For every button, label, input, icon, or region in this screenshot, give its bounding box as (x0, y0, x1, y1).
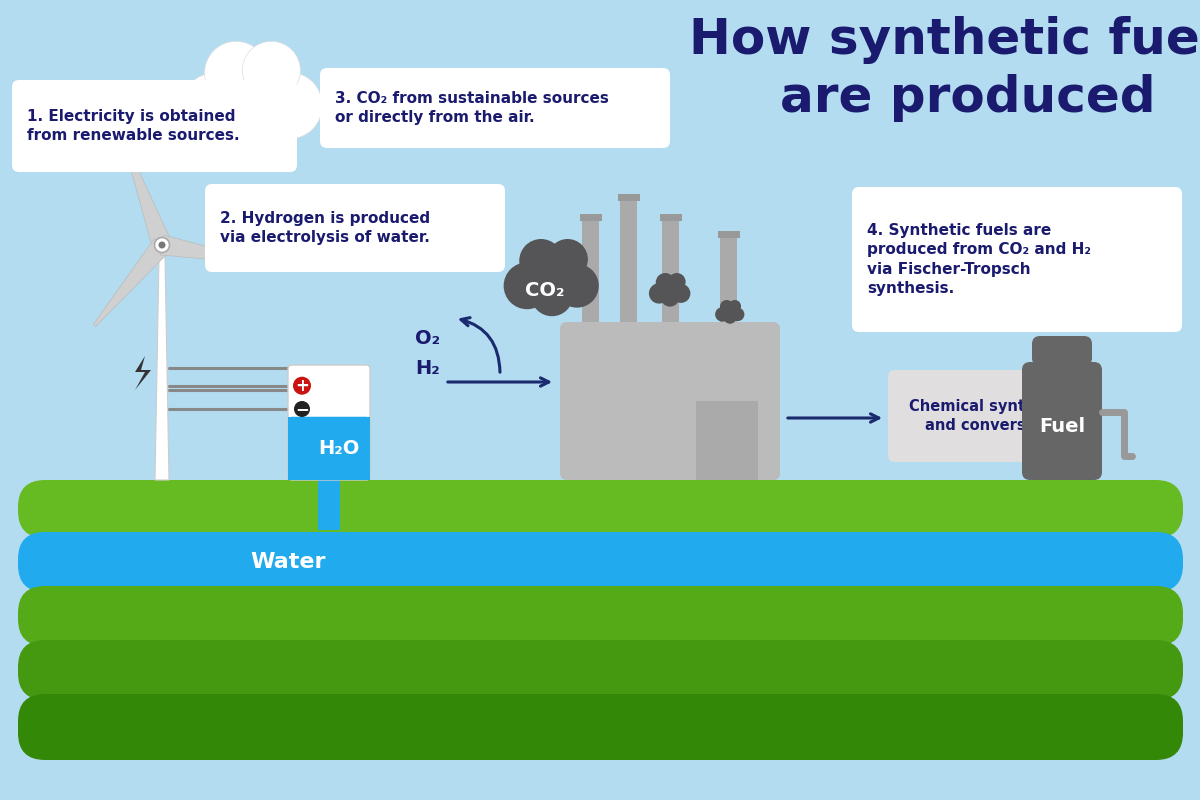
Text: H₂: H₂ (415, 358, 440, 378)
Circle shape (520, 239, 563, 282)
Polygon shape (94, 238, 169, 326)
Text: Water: Water (250, 552, 325, 572)
Bar (696, 401, 758, 480)
FancyBboxPatch shape (320, 68, 670, 148)
FancyBboxPatch shape (18, 532, 1183, 592)
Bar (660, 214, 682, 221)
FancyBboxPatch shape (18, 480, 1183, 538)
FancyBboxPatch shape (205, 184, 505, 272)
Polygon shape (134, 356, 151, 390)
Circle shape (661, 288, 679, 306)
Circle shape (294, 401, 310, 417)
Circle shape (656, 277, 684, 304)
Circle shape (668, 273, 685, 290)
FancyBboxPatch shape (288, 417, 370, 480)
Circle shape (530, 274, 574, 316)
Circle shape (204, 46, 300, 143)
Bar (318, 478, 340, 530)
Circle shape (556, 264, 599, 308)
Circle shape (731, 308, 744, 321)
Text: 1. Electricity is obtained
from renewable sources.: 1. Electricity is obtained from renewabl… (28, 109, 240, 143)
Polygon shape (155, 245, 169, 480)
Text: H₂O: H₂O (318, 439, 360, 458)
Text: 2. Hydrogen is produced
via electrolysis of water.: 2. Hydrogen is produced via electrolysis… (220, 211, 430, 245)
Circle shape (221, 88, 283, 151)
Text: +: + (295, 377, 308, 394)
Circle shape (728, 300, 742, 313)
Bar (580, 214, 601, 221)
FancyBboxPatch shape (288, 365, 370, 480)
Bar (720, 234, 738, 322)
Circle shape (720, 300, 733, 314)
Text: How synthetic fuels: How synthetic fuels (689, 16, 1200, 64)
Text: are produced: are produced (780, 74, 1156, 122)
Text: CO₂: CO₂ (526, 281, 565, 299)
FancyBboxPatch shape (18, 640, 1183, 700)
FancyBboxPatch shape (852, 187, 1182, 332)
Circle shape (720, 302, 739, 322)
Circle shape (180, 73, 251, 143)
Bar (618, 194, 640, 201)
Circle shape (158, 242, 166, 249)
Circle shape (649, 283, 670, 304)
Polygon shape (161, 235, 265, 265)
Circle shape (671, 284, 690, 303)
Circle shape (242, 42, 300, 99)
FancyBboxPatch shape (1022, 362, 1102, 480)
Bar (582, 217, 600, 322)
Text: Fuel: Fuel (1039, 418, 1085, 437)
Circle shape (724, 310, 737, 324)
FancyBboxPatch shape (888, 370, 1088, 462)
FancyBboxPatch shape (1032, 336, 1092, 366)
Text: 4. Synthetic fuels are
produced from CO₂ and H₂
via Fischer-Tropsch
synthesis.: 4. Synthetic fuels are produced from CO₂… (866, 223, 1091, 296)
FancyBboxPatch shape (18, 694, 1183, 760)
Circle shape (715, 307, 730, 322)
Text: O₂: O₂ (415, 329, 440, 347)
Bar (620, 197, 637, 322)
Circle shape (293, 377, 311, 394)
Circle shape (204, 42, 268, 105)
Bar (718, 231, 739, 238)
Circle shape (521, 246, 583, 309)
Text: 3. CO₂ from sustainable sources
or directly from the air.: 3. CO₂ from sustainable sources or direc… (335, 91, 608, 125)
Bar (288, 417, 370, 480)
Text: Chemical synthesis
and conversion: Chemical synthesis and conversion (908, 398, 1068, 434)
Text: −: − (295, 400, 308, 418)
FancyBboxPatch shape (12, 80, 298, 172)
Circle shape (655, 273, 674, 292)
Circle shape (155, 238, 169, 253)
Circle shape (256, 72, 323, 139)
Polygon shape (125, 146, 172, 249)
Circle shape (504, 262, 551, 310)
Circle shape (547, 239, 588, 279)
FancyBboxPatch shape (560, 322, 780, 480)
Bar (662, 217, 679, 322)
FancyBboxPatch shape (18, 586, 1183, 646)
